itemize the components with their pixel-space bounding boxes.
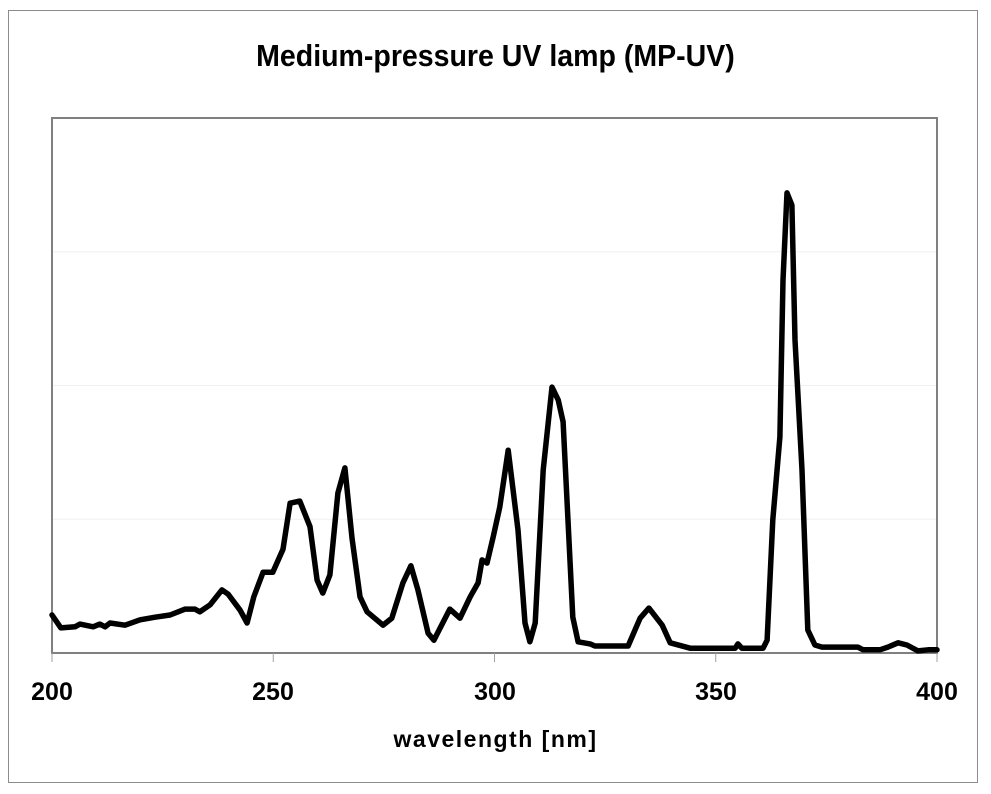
x-axis-title: wavelength [nm] bbox=[393, 726, 598, 752]
x-tick-label-400: 400 bbox=[916, 678, 958, 706]
x-tick-label-250: 250 bbox=[252, 678, 294, 706]
x-tick-label-300: 300 bbox=[474, 678, 516, 706]
spectrum-line bbox=[49, 190, 940, 654]
chart-frame bbox=[8, 10, 978, 783]
x-tick-label-200: 200 bbox=[31, 678, 73, 706]
x-tick-label-350: 350 bbox=[695, 678, 737, 706]
x-axis-ticks bbox=[51, 653, 938, 662]
chart-title: Medium-pressure UV lamp (MP-UV) bbox=[256, 38, 735, 73]
